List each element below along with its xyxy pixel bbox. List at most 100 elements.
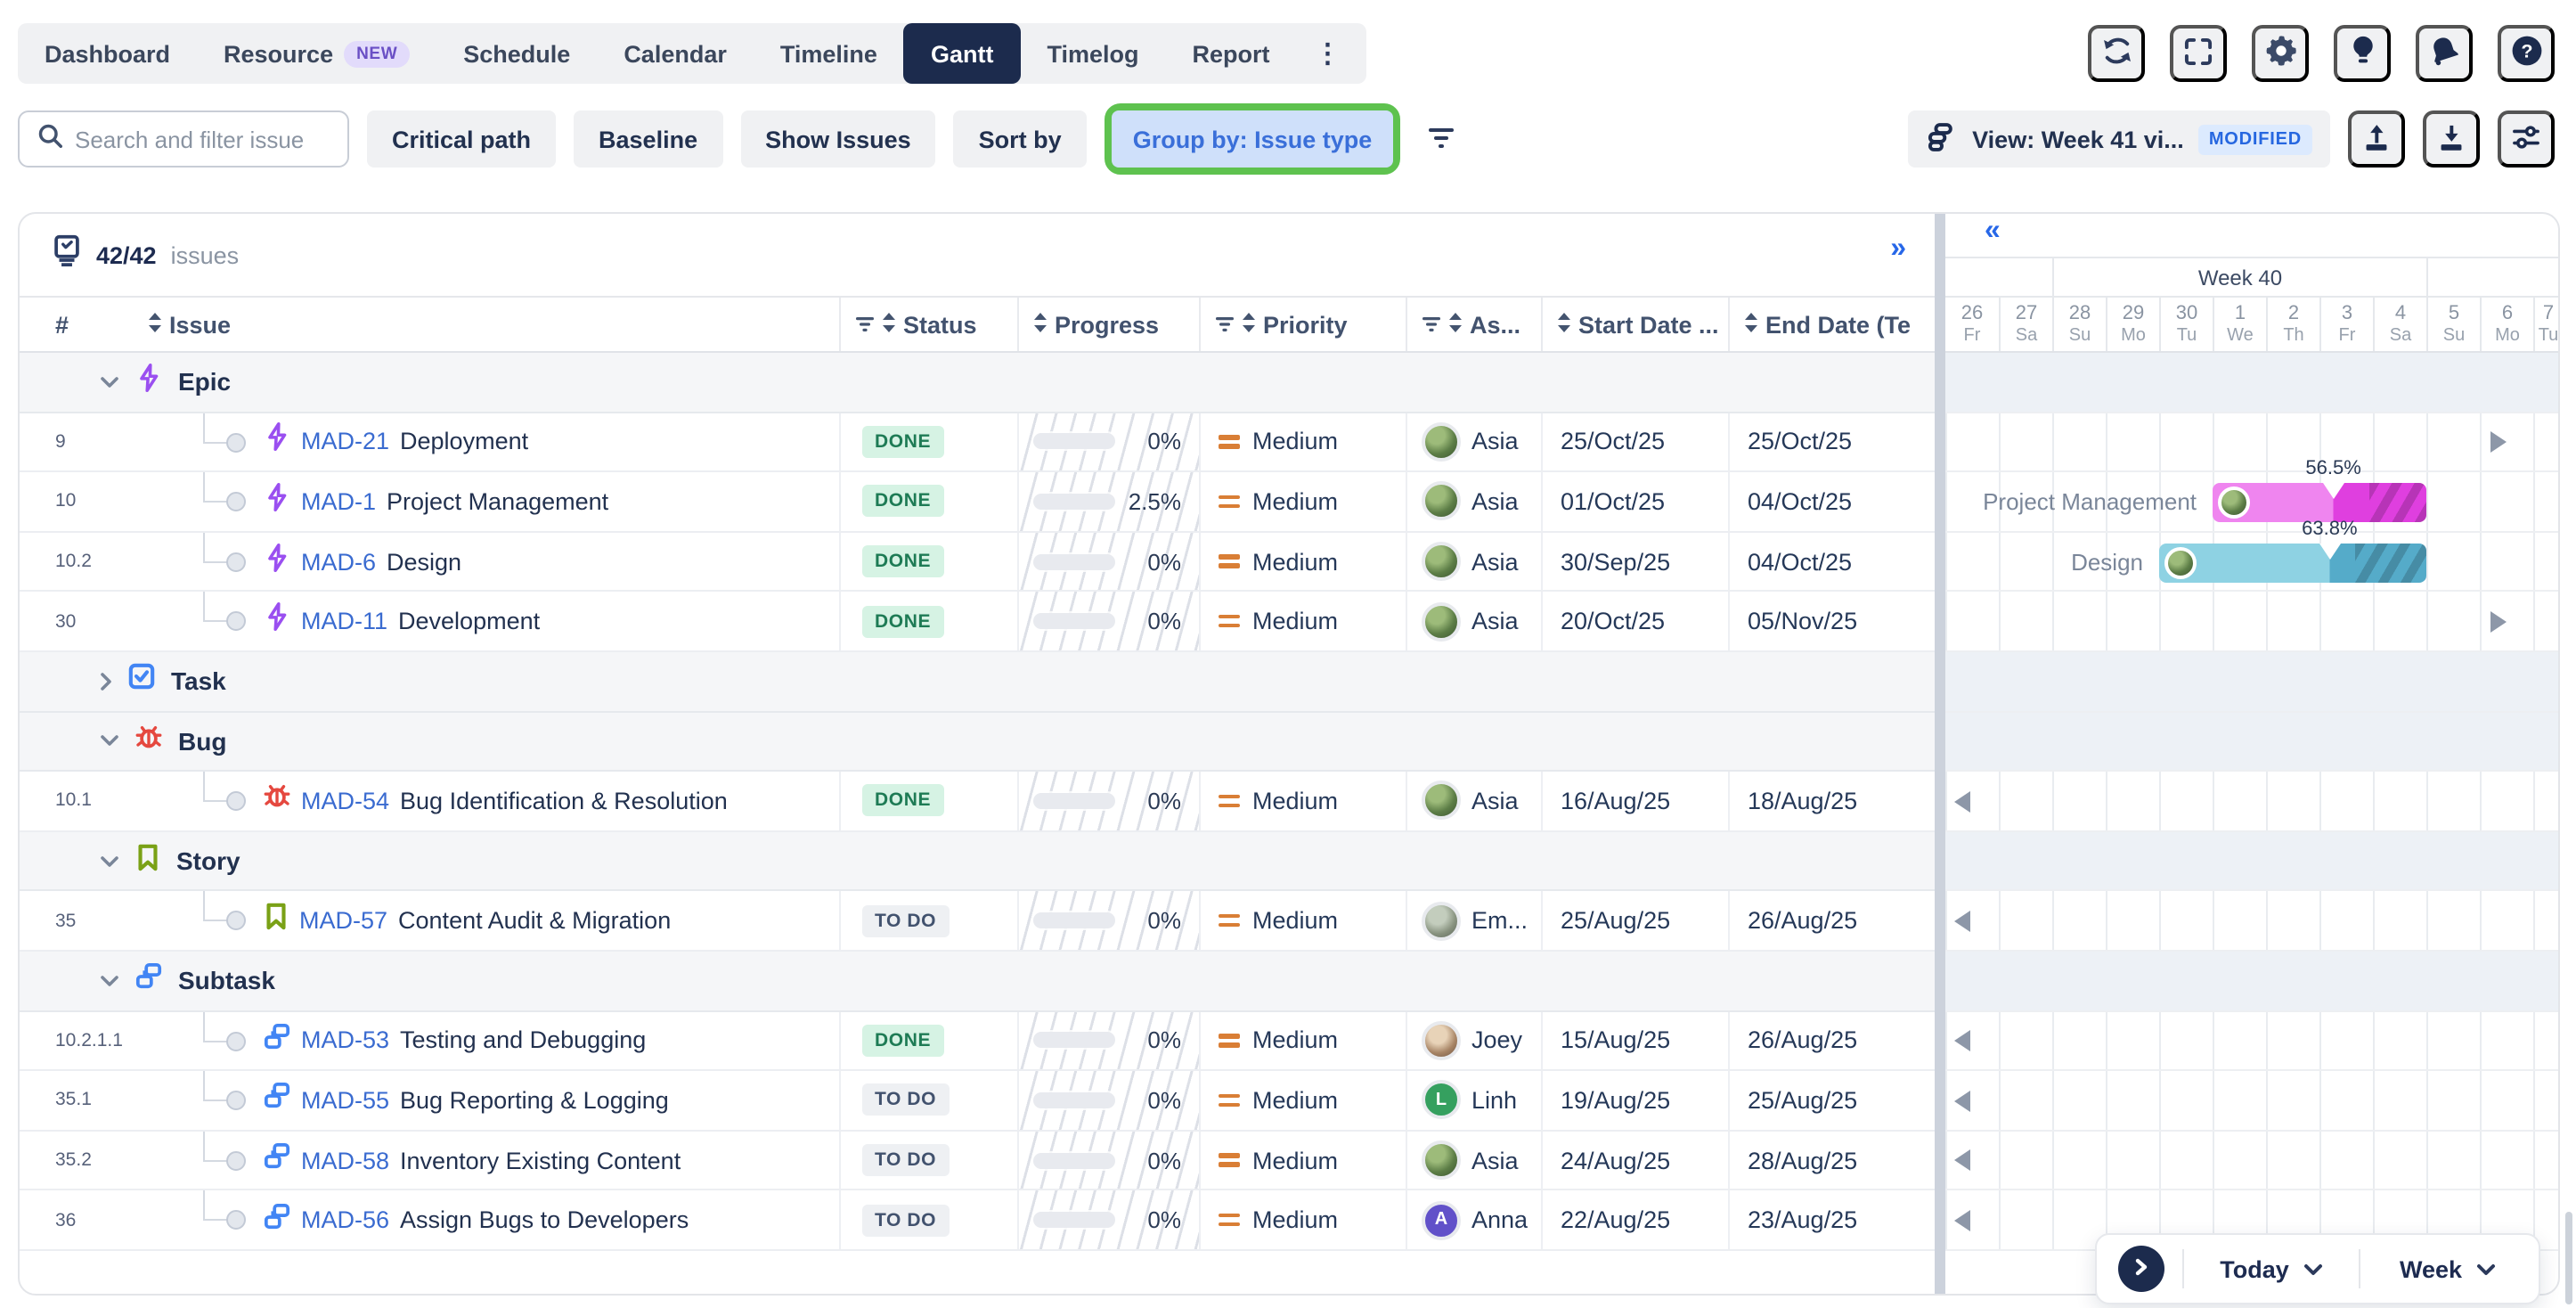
column-header-issue[interactable]: Issue — [134, 298, 839, 351]
issue-row-mad-21[interactable]: 9 MAD-21 Deployment DONE 0% Medium Asia 25/Oct/… — [20, 413, 1935, 473]
status-badge[interactable]: DONE — [862, 1024, 944, 1057]
sort-icon[interactable] — [1448, 311, 1463, 338]
critical-path-button[interactable]: Critical path — [367, 110, 557, 168]
sort-icon[interactable] — [148, 311, 162, 338]
issue-row-mad-6[interactable]: 10.2 MAD-6 Design DONE 0% Medium Asia 30/Sep/25… — [20, 532, 1935, 593]
issue-row-mad-53[interactable]: 10.2.1.1 MAD-53 Testing and Debugging DONE 0… — [20, 1011, 1935, 1072]
offscreen-bar-left-indicator[interactable] — [1954, 1090, 1970, 1112]
issue-key-link[interactable]: MAD-57 — [299, 907, 388, 935]
status-badge[interactable]: DONE — [862, 425, 944, 458]
group-row-bug[interactable]: Bug — [20, 712, 1935, 773]
export-button[interactable] — [2423, 110, 2480, 168]
column-header-end[interactable]: End Date (Te — [1728, 298, 1935, 351]
issue-key-link[interactable]: MAD-1 — [301, 487, 377, 515]
show-issues-button[interactable]: Show Issues — [740, 110, 936, 168]
issue-key-link[interactable]: MAD-6 — [301, 548, 377, 576]
sort-icon[interactable] — [882, 311, 896, 338]
column-filter-icon[interactable] — [1422, 311, 1441, 338]
offscreen-bar-left-indicator[interactable] — [1954, 1030, 1970, 1052]
nav-tab-resource[interactable]: Resource NEW — [197, 23, 436, 84]
nav-tab-report[interactable]: Report — [1165, 23, 1296, 84]
chevron-down-icon[interactable] — [100, 974, 119, 986]
help-button[interactable]: ? — [2498, 25, 2555, 82]
group-row-epic[interactable]: Epic — [20, 353, 1935, 413]
column-header-num[interactable]: # — [20, 298, 134, 351]
offscreen-bar-left-indicator[interactable] — [1954, 790, 1970, 813]
collapse-table-button[interactable]: « — [1985, 216, 2001, 246]
issue-row-mad-56[interactable]: 36 MAD-56 Assign Bugs to Developers TO DO 0%… — [20, 1190, 1935, 1251]
nav-tab-timeline[interactable]: Timeline — [754, 23, 904, 84]
progress-marker[interactable] — [2319, 543, 2341, 560]
nav-more-button[interactable]: ⋮ — [1314, 39, 1341, 69]
column-header-progress[interactable]: Progress — [1017, 298, 1199, 351]
column-header-assignee[interactable]: As... — [1406, 298, 1541, 351]
issue-row-mad-54[interactable]: 10.1 MAD-54 Bug Identification & Resolutio… — [20, 772, 1935, 832]
column-header-priority[interactable]: Priority — [1199, 298, 1406, 351]
issue-key-link[interactable]: MAD-21 — [301, 428, 390, 455]
column-header-status[interactable]: Status — [839, 298, 1017, 351]
fullscreen-button[interactable] — [2170, 25, 2227, 82]
display-settings-button[interactable] — [2498, 110, 2555, 168]
nav-tab-schedule[interactable]: Schedule — [436, 23, 597, 84]
issue-key-link[interactable]: MAD-56 — [301, 1206, 390, 1234]
baseline-button[interactable]: Baseline — [574, 110, 723, 168]
gantt-bar[interactable] — [2213, 483, 2426, 523]
offscreen-bar-right-indicator[interactable] — [2490, 610, 2507, 633]
sort-icon[interactable] — [1557, 311, 1571, 338]
group-by-button[interactable]: Group by: Issue type — [1111, 110, 1394, 168]
column-header-start[interactable]: Start Date ... — [1541, 298, 1728, 351]
chevron-down-icon[interactable] — [100, 854, 119, 867]
issue-row-mad-58[interactable]: 35.2 MAD-58 Inventory Existing Content TO D… — [20, 1131, 1935, 1191]
group-row-story[interactable]: Story — [20, 831, 1935, 892]
status-badge[interactable]: TO DO — [862, 904, 950, 937]
status-badge[interactable]: DONE — [862, 605, 944, 638]
issue-key-link[interactable]: MAD-58 — [301, 1147, 390, 1174]
nav-tab-calendar[interactable]: Calendar — [597, 23, 754, 84]
status-badge[interactable]: TO DO — [862, 1204, 950, 1237]
chevron-down-icon[interactable] — [100, 376, 119, 388]
whats-new-button[interactable] — [2334, 25, 2391, 82]
filter-button[interactable] — [1418, 115, 1464, 163]
vertical-scrollbar[interactable] — [2565, 1212, 2572, 1304]
group-row-task[interactable]: Task — [20, 651, 1935, 713]
zoom-level-dropdown[interactable]: Week — [2378, 1253, 2517, 1285]
issue-row-mad-1[interactable]: 10 MAD-1 Project Management DONE 2.5% Medium A… — [20, 472, 1935, 533]
column-filter-icon[interactable] — [1215, 311, 1235, 338]
status-badge[interactable]: DONE — [862, 545, 944, 578]
nav-tab-dashboard[interactable]: Dashboard — [18, 23, 197, 84]
expand-table-button[interactable]: » — [1890, 233, 1906, 264]
search-input[interactable] — [75, 126, 330, 152]
column-filter-icon[interactable] — [855, 311, 875, 338]
issue-key-link[interactable]: MAD-55 — [301, 1086, 390, 1114]
offscreen-bar-left-indicator[interactable] — [1954, 910, 1970, 932]
sort-icon[interactable] — [1242, 311, 1256, 338]
progress-marker[interactable] — [2322, 483, 2344, 500]
import-button[interactable] — [2348, 110, 2405, 168]
nav-tab-gantt[interactable]: Gantt — [903, 23, 1021, 84]
issue-key-link[interactable]: MAD-54 — [301, 787, 390, 814]
chevron-down-icon[interactable] — [100, 735, 119, 748]
offscreen-bar-right-indicator[interactable] — [2490, 431, 2507, 454]
chevron-right-icon[interactable] — [100, 672, 112, 691]
issue-row-mad-57[interactable]: 35 MAD-57 Content Audit & Migration TO DO 0%… — [20, 891, 1935, 952]
sort-by-button[interactable]: Sort by — [953, 110, 1087, 168]
issue-row-mad-55[interactable]: 35.1 MAD-55 Bug Reporting & Logging TO DO 0%… — [20, 1071, 1935, 1132]
scroll-timeline-right-button[interactable] — [2118, 1246, 2164, 1292]
today-dropdown[interactable]: Today — [2202, 1253, 2341, 1285]
issue-key-link[interactable]: MAD-11 — [301, 608, 388, 635]
offscreen-bar-left-indicator[interactable] — [1954, 1149, 1970, 1172]
search-box[interactable] — [18, 110, 349, 168]
status-badge[interactable]: DONE — [862, 485, 944, 518]
notifications-button[interactable] — [2416, 25, 2473, 82]
settings-button[interactable] — [2252, 25, 2309, 82]
issue-row-mad-11[interactable]: 30 MAD-11 Development DONE 0% Medium Asia 20/Oc… — [20, 592, 1935, 652]
pane-splitter[interactable] — [1935, 214, 1945, 1294]
offscreen-bar-left-indicator[interactable] — [1954, 1209, 1970, 1231]
group-row-subtask[interactable]: Subtask — [20, 951, 1935, 1012]
status-badge[interactable]: TO DO — [862, 1144, 950, 1177]
status-badge[interactable]: TO DO — [862, 1083, 950, 1116]
status-badge[interactable]: DONE — [862, 784, 944, 817]
view-selector-button[interactable]: View: Week 41 vi... MODIFIED — [1908, 110, 2330, 168]
issue-key-link[interactable]: MAD-53 — [301, 1026, 390, 1054]
nav-tab-timelog[interactable]: Timelog — [1020, 23, 1165, 84]
